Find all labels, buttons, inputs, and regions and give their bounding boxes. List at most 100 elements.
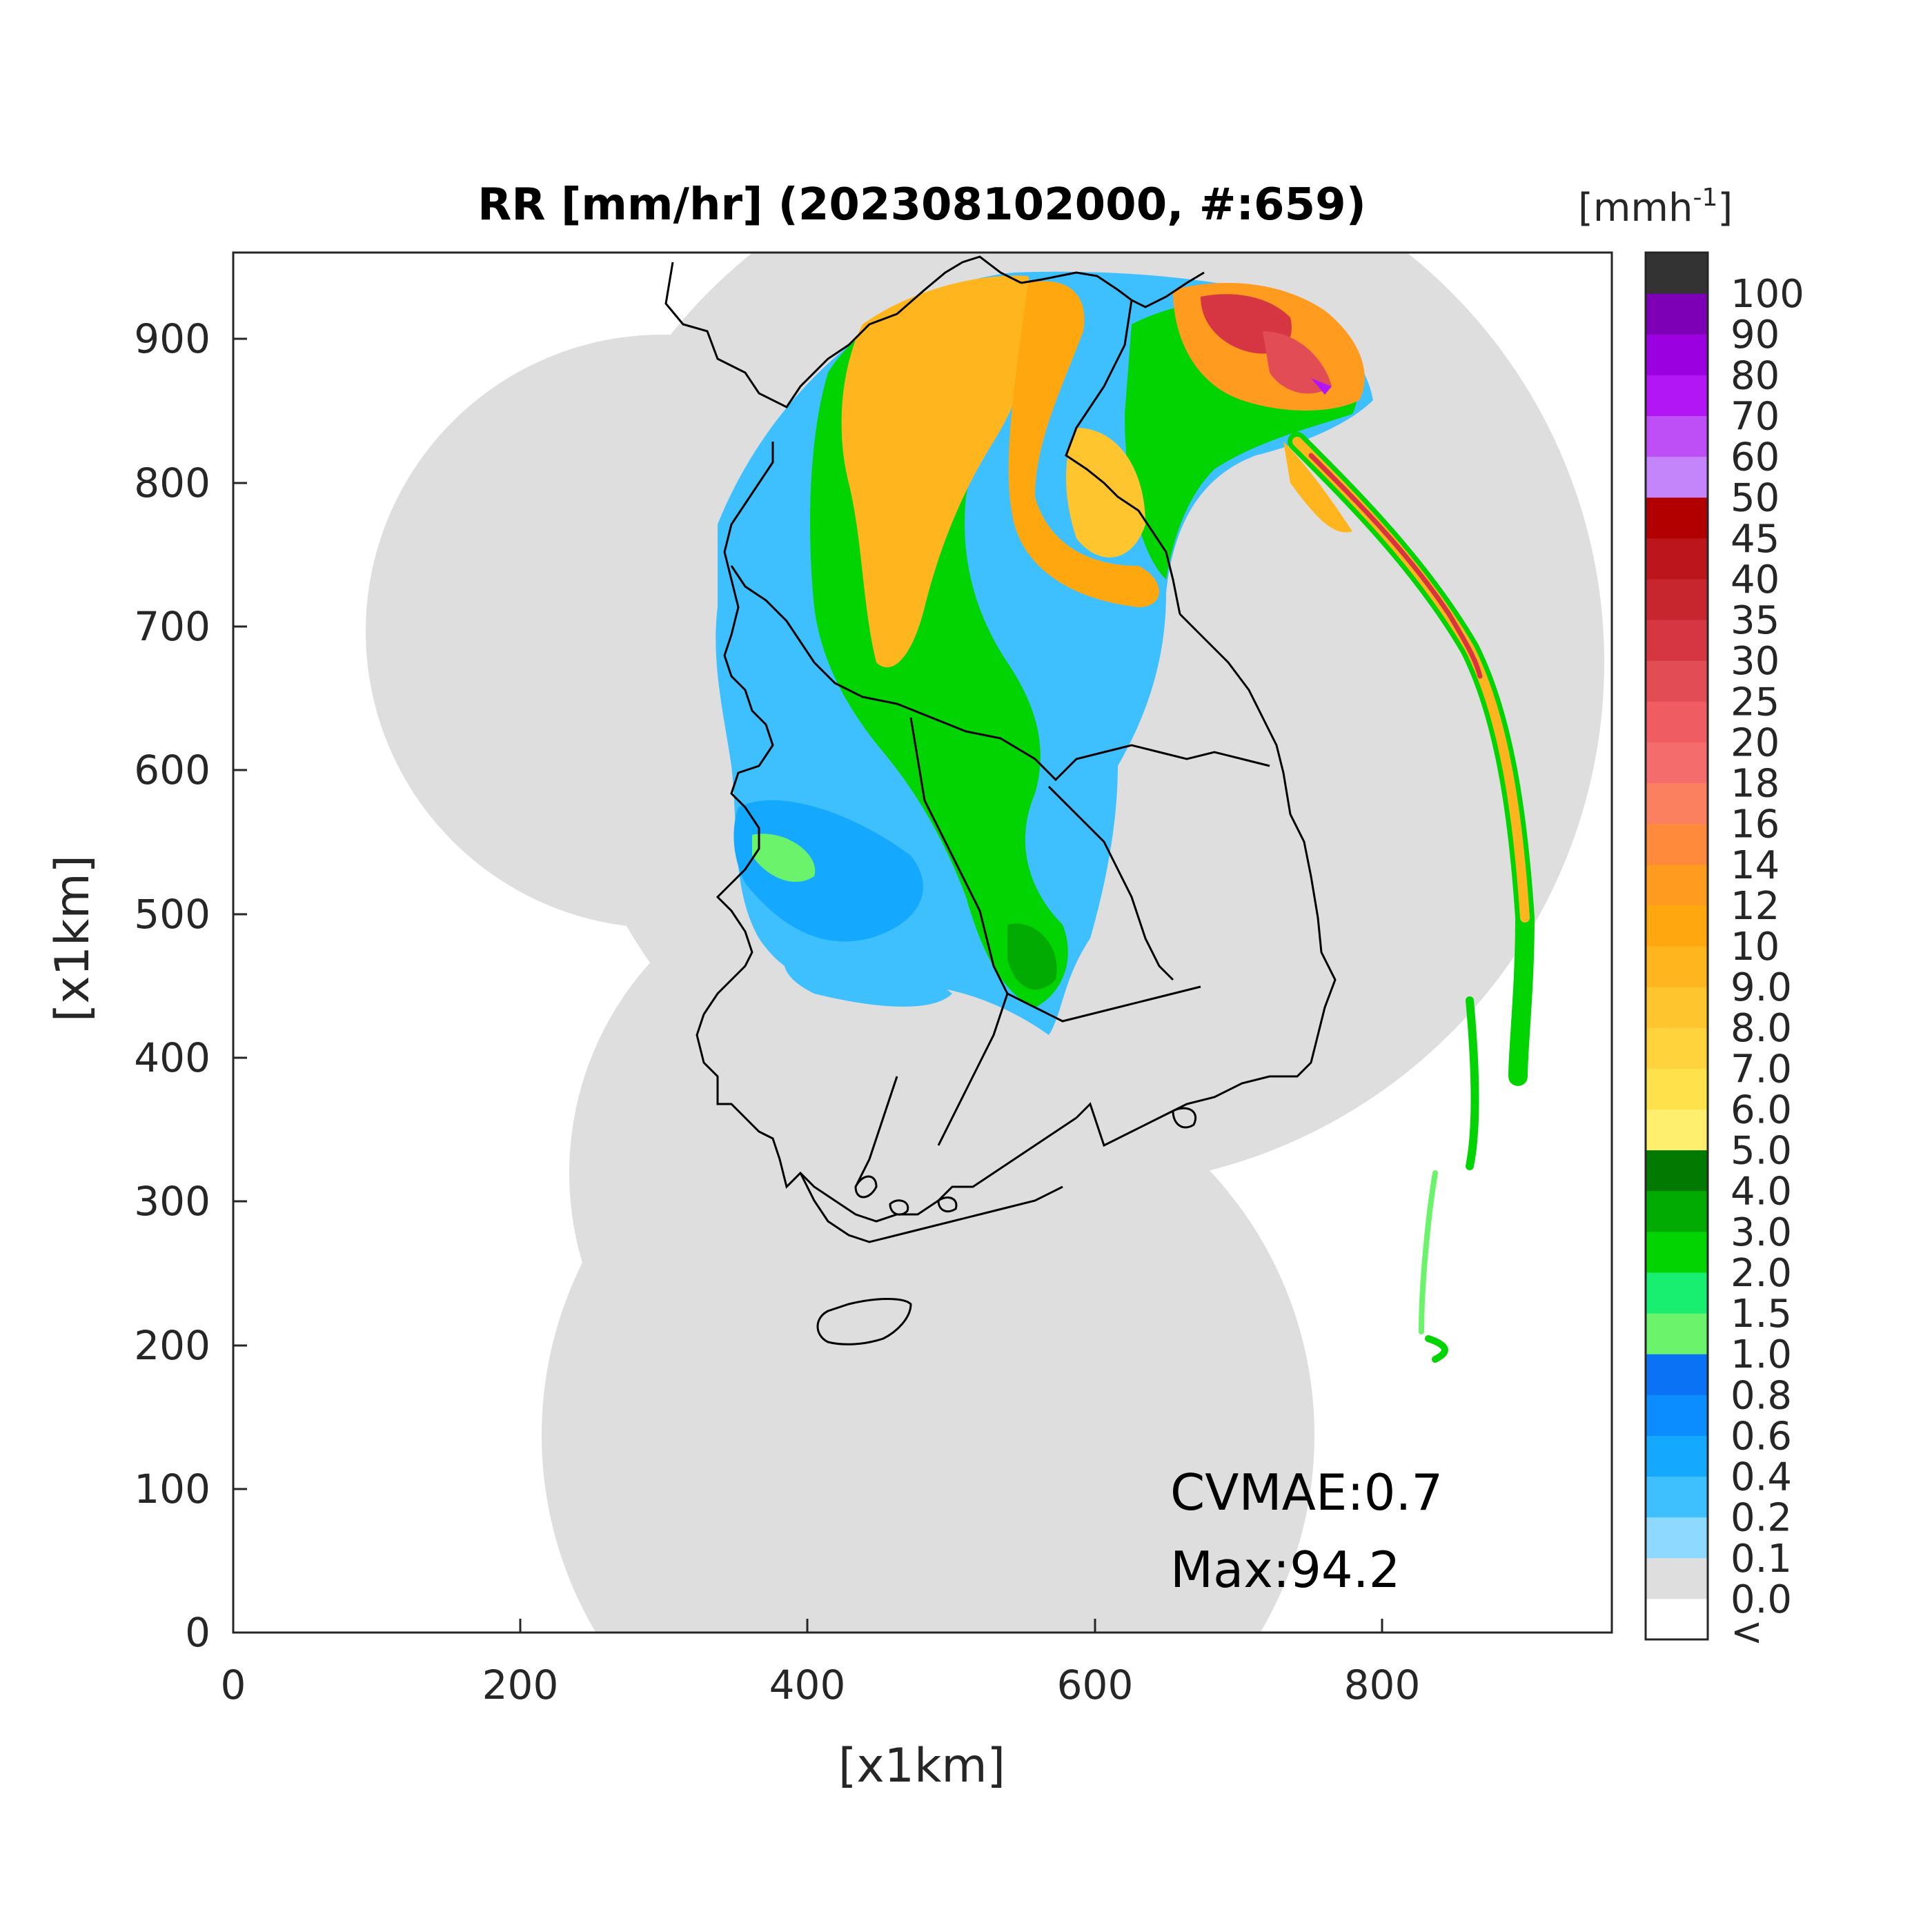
y-axis-label: [x1km] [46, 855, 100, 1022]
colorbar-block [1646, 415, 1708, 457]
y-tick-label: 500 [134, 891, 210, 938]
colorbar-block [1646, 1435, 1708, 1477]
x-tick-label: 600 [1057, 1662, 1134, 1708]
rain-red [1201, 294, 1332, 395]
colorbar-label: 50 [1731, 476, 1780, 521]
colorbar-label: 0.2 [1731, 1496, 1792, 1541]
x-tick-label: 400 [769, 1662, 846, 1708]
colorbar-label: 18 [1731, 762, 1780, 807]
y-tick-label: 300 [134, 1178, 210, 1225]
colorbar-block [1646, 538, 1708, 580]
colorbar-label: 1.0 [1731, 1332, 1792, 1377]
colorbar-block [1646, 1190, 1708, 1232]
colorbar-unit-label: [mmh-1] [1578, 184, 1733, 230]
colorbar-block [1646, 1313, 1708, 1354]
colorbar-label: 70 [1731, 394, 1780, 439]
colorbar-block [1646, 987, 1708, 1028]
y-tick-label: 800 [134, 460, 210, 506]
colorbar-label: 10 [1731, 925, 1780, 969]
colorbar-label: 6.0 [1731, 1087, 1792, 1132]
y-tick-label: 600 [134, 747, 210, 793]
colorbar-label: 30 [1731, 639, 1780, 684]
colorbar-label: 100 [1731, 272, 1804, 317]
x-axis-label: [x1km] [838, 1739, 1005, 1793]
colorbar-label: 2.0 [1731, 1251, 1792, 1296]
colorbar-block [1646, 701, 1708, 742]
colorbar-block [1646, 1598, 1708, 1640]
colorbar-block [1646, 578, 1708, 620]
colorbar-label: 0.6 [1731, 1414, 1792, 1459]
colorbar-block [1646, 946, 1708, 987]
colorbar-block [1646, 1109, 1708, 1151]
colorbar-label: 0.0 [1731, 1577, 1792, 1622]
colorbar-label: < [1731, 1610, 1763, 1655]
x-tick-label: 0 [221, 1662, 246, 1708]
colorbar-block [1646, 620, 1708, 661]
y-tick-label: 0 [185, 1609, 210, 1656]
colorbar-label: 0.8 [1731, 1373, 1792, 1418]
colorbar-block [1646, 253, 1708, 294]
y-tick-label: 900 [134, 315, 210, 362]
colorbar-block [1646, 660, 1708, 702]
axes-box [232, 251, 1613, 1634]
y-tick-labels: 0 100 200 300 400 500 600 700 800 900 [134, 315, 210, 1656]
colorbar-block [1646, 334, 1708, 375]
colorbar-block [1646, 742, 1708, 784]
colorbar-block [1646, 1272, 1708, 1314]
colorbar-block [1646, 1354, 1708, 1395]
colorbar-label: 25 [1731, 680, 1780, 724]
colorbar-label: 9.0 [1731, 965, 1792, 1010]
colorbar-label: 35 [1731, 598, 1780, 643]
cvmae-stat: CVMAE:0.7 [1170, 1463, 1443, 1521]
map-layer [366, 253, 1604, 1633]
colorbar-label: 0.1 [1731, 1537, 1792, 1581]
colorbar-label: 8.0 [1731, 1006, 1792, 1051]
colorbar-unit-superscript: -1 [1693, 184, 1717, 212]
colorbar-block [1646, 1068, 1708, 1110]
rain-band-east [1288, 432, 1535, 1363]
colorbar-label: 80 [1731, 353, 1780, 398]
colorbar-block [1646, 1557, 1708, 1599]
y-tick-label: 400 [134, 1034, 210, 1081]
colorbar-label: 7.0 [1731, 1047, 1792, 1092]
colorbar-label: 40 [1731, 558, 1780, 602]
colorbar-block [1646, 782, 1708, 825]
colorbar-label: 60 [1731, 435, 1780, 480]
colorbar-block [1646, 497, 1708, 539]
colorbar-blocks [1646, 253, 1708, 1640]
colorbar-label: 5.0 [1731, 1129, 1792, 1174]
colorbar-label: 14 [1731, 843, 1780, 888]
colorbar-block [1646, 456, 1708, 498]
chart-title: RR [mm/hr] (202308102000, #:659) [477, 179, 1366, 230]
colorbar-label: 4.0 [1731, 1170, 1792, 1214]
colorbar-unit-close: ] [1717, 186, 1733, 230]
colorbar-label: 90 [1731, 313, 1780, 357]
y-tick-label: 100 [134, 1466, 210, 1512]
colorbar-label: 12 [1731, 884, 1780, 929]
colorbar-label: 20 [1731, 720, 1780, 765]
colorbar-labels: <0.00.10.20.40.60.81.01.52.03.04.05.06.0… [1731, 272, 1804, 1655]
colorbar-block [1646, 1150, 1708, 1192]
colorbar-block [1646, 864, 1708, 906]
colorbar-block [1646, 905, 1708, 947]
colorbar-frame [1644, 251, 1709, 1641]
x-tick-labels: 0 200 400 600 800 [221, 1662, 1421, 1708]
colorbar-label: 45 [1731, 517, 1780, 562]
colorbar-block [1646, 1394, 1708, 1436]
colorbar: <0.00.10.20.40.60.81.01.52.03.04.05.06.0… [1578, 184, 1804, 1655]
colorbar-unit-text: [mmh [1578, 186, 1693, 230]
colorbar-block [1646, 823, 1708, 865]
tick-marks [232, 337, 1383, 1634]
colorbar-block [1646, 293, 1708, 335]
colorbar-block [1646, 375, 1708, 416]
colorbar-label: 16 [1731, 802, 1780, 847]
colorbar-block [1646, 1476, 1708, 1518]
colorbar-label: 0.4 [1731, 1455, 1792, 1500]
colorbar-block [1646, 1517, 1708, 1559]
y-tick-label: 200 [134, 1322, 210, 1369]
colorbar-label: 1.5 [1731, 1292, 1792, 1337]
max-stat: Max:94.2 [1170, 1541, 1400, 1599]
colorbar-label: 3.0 [1731, 1210, 1792, 1255]
y-tick-label: 700 [134, 603, 210, 650]
